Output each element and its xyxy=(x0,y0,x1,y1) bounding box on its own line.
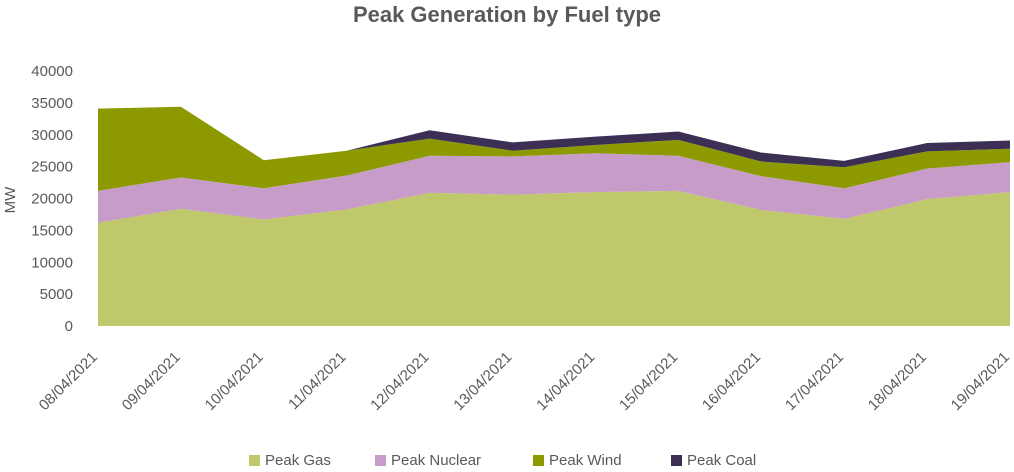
x-tick-label: 09/04/2021 xyxy=(119,349,184,414)
legend: Peak Gas Peak Nuclear Peak Wind Peak Coal xyxy=(0,450,1014,472)
x-tick-label: 16/04/2021 xyxy=(699,349,764,414)
legend-swatch xyxy=(375,454,386,466)
legend-item-peak-gas: Peak Gas xyxy=(249,450,331,470)
x-tick-label: 08/04/2021 xyxy=(36,349,101,414)
chart-plot: 0 5000 10000 15000 20000 25000 30000 35000 40000… xyxy=(2,63,1013,414)
y-tick-label: 40000 xyxy=(31,63,73,80)
legend-item-peak-nuclear: Peak Nuclear xyxy=(375,450,481,470)
y-tick-label: 10000 xyxy=(31,254,73,271)
legend-label: Peak Wind xyxy=(549,451,622,469)
x-tick-label: 18/04/2021 xyxy=(865,349,930,414)
y-axis-ticks: 0 5000 10000 15000 20000 25000 30000 35000 40000 xyxy=(31,63,73,335)
x-tick-label: 14/04/2021 xyxy=(533,349,598,414)
x-tick-label: 11/04/2021 xyxy=(285,349,349,413)
x-axis-ticks: 08/04/2021 09/04/2021 10/04/2021 11/04/2021… xyxy=(36,349,1013,414)
series-area-peak-nuclear xyxy=(98,153,1010,223)
y-tick-label: 20000 xyxy=(31,191,73,208)
legend-item-peak-wind: Peak Wind xyxy=(533,450,622,470)
y-tick-label: 35000 xyxy=(31,95,73,112)
x-tick-label: 17/04/2021 xyxy=(782,349,847,414)
series-areas xyxy=(98,106,1010,326)
legend-label: Peak Gas xyxy=(265,451,331,469)
series-area-peak-gas xyxy=(98,190,1010,326)
x-tick-label: 19/04/2021 xyxy=(948,349,1013,414)
y-tick-label: 25000 xyxy=(31,159,73,176)
y-axis-title: MW xyxy=(2,186,19,213)
x-tick-label: 13/04/2021 xyxy=(450,349,515,414)
x-tick-label: 10/04/2021 xyxy=(202,349,267,414)
y-tick-label: 15000 xyxy=(31,222,73,239)
legend-swatch xyxy=(249,454,260,466)
x-tick-label: 15/04/2021 xyxy=(616,349,681,414)
legend-swatch xyxy=(533,454,544,466)
y-tick-label: 5000 xyxy=(40,286,73,303)
legend-item-peak-coal: Peak Coal xyxy=(671,450,756,470)
chart-title: Peak Generation by Fuel type xyxy=(352,2,662,27)
series-area-peak-wind xyxy=(98,106,1010,191)
legend-label: Peak Nuclear xyxy=(391,451,482,469)
legend-label: Peak Coal xyxy=(687,451,757,469)
y-tick-label: 30000 xyxy=(31,127,73,144)
y-tick-label: 0 xyxy=(65,318,73,335)
legend-swatch xyxy=(671,454,682,466)
x-tick-label: 12/04/2021 xyxy=(367,349,432,414)
